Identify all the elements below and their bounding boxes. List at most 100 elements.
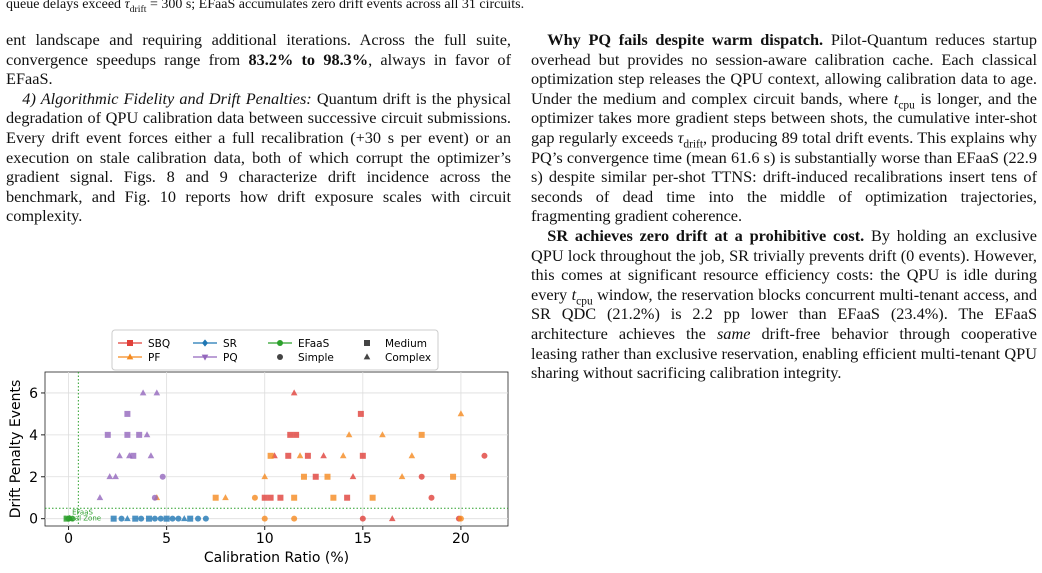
left-column: ent landscape and requiring additional i… [6, 30, 511, 226]
point [145, 515, 152, 522]
x-tick-label: 10 [256, 531, 274, 547]
point [267, 452, 274, 459]
text-run: cpu [576, 294, 593, 307]
point [139, 389, 147, 396]
point [357, 410, 364, 417]
legend-marker [202, 339, 208, 347]
point [136, 431, 143, 438]
point [457, 410, 465, 417]
text-run: t [893, 88, 899, 108]
point [291, 494, 298, 501]
point [180, 515, 188, 522]
ideal-zone-label: Ideal Zone [64, 515, 101, 523]
point [277, 494, 284, 501]
point [418, 431, 425, 438]
paragraph: SR achieves zero drift at a prohibitive … [531, 226, 1037, 383]
point [398, 473, 406, 480]
point [69, 515, 76, 522]
legend-label: EFaaS [298, 338, 330, 350]
legend-label: PF [148, 352, 160, 364]
legend-label: SBQ [148, 338, 170, 350]
text-run: Quantum drift is the physical degradatio… [6, 88, 511, 226]
text-run: Pilot-Quantum reduces startup overhead b… [531, 30, 1037, 108]
paragraph: 4) Algorithmic Fidelity and Drift Penalt… [6, 89, 511, 226]
point [293, 431, 300, 438]
point [187, 515, 194, 522]
point [147, 452, 155, 459]
point [112, 473, 119, 480]
text-run: drift [129, 3, 147, 15]
point [324, 473, 331, 480]
point [287, 431, 294, 438]
point [151, 494, 158, 501]
point [359, 452, 366, 459]
paragraph: Why PQ fails despite warm dispatch. Pilo… [531, 30, 1037, 226]
point [110, 515, 117, 522]
point [159, 473, 166, 480]
point [261, 515, 268, 522]
point [143, 431, 151, 438]
point [290, 389, 298, 396]
text-run: , producing 89 total drift events. This … [531, 127, 1037, 226]
point [124, 410, 131, 417]
point [450, 473, 457, 480]
point [388, 515, 396, 522]
point [261, 494, 268, 501]
point [157, 515, 164, 522]
ideal-zone-label: EFaaS [72, 509, 93, 517]
legend-marker [364, 340, 370, 346]
text-run: window, the reservation blocks concurren… [531, 284, 1037, 343]
text-run: ent landscape and requiring additional i… [6, 30, 511, 69]
legend-label: PQ [223, 352, 238, 364]
legend-label: Simple [298, 352, 334, 364]
point [408, 452, 416, 459]
header-line: queue delays exceed τdrift = 300 s; EFaa… [6, 0, 524, 15]
point [344, 494, 351, 501]
x-tick-label: 0 [64, 531, 73, 547]
legend-marker [127, 340, 133, 346]
legend-marker [363, 353, 371, 360]
x-tick-label: 5 [162, 531, 171, 547]
text-run: 4) Algorithmic Fidelity and Drift Penalt… [22, 88, 312, 108]
point [138, 515, 145, 522]
point [222, 494, 229, 501]
text-run: queue delays exceed [6, 0, 125, 12]
text-run: 83.2% to 98.3% [248, 49, 369, 69]
point [202, 515, 209, 522]
legend-marker [277, 354, 283, 360]
point [151, 515, 158, 522]
point [379, 431, 386, 438]
point [153, 389, 161, 396]
x-tick-label: 15 [354, 531, 372, 547]
point [118, 515, 125, 522]
point [96, 494, 104, 501]
point [124, 431, 131, 438]
text-run: τ [124, 0, 130, 12]
point [330, 494, 337, 501]
point [132, 515, 139, 522]
legend-label: Medium [385, 338, 427, 350]
text-run: , always in favor of EFaaS. [6, 49, 511, 89]
point [163, 515, 170, 522]
point [175, 515, 182, 522]
paragraph: ent landscape and requiring additional i… [6, 30, 511, 89]
text-run: same [716, 323, 751, 343]
y-tick-label: 2 [29, 470, 38, 486]
point [267, 494, 274, 501]
point [106, 473, 114, 480]
point [251, 494, 258, 501]
point [63, 515, 70, 522]
point [195, 515, 202, 522]
text-run: SR achieves zero drift at a prohibitive … [547, 225, 865, 245]
point [359, 515, 366, 522]
point [320, 452, 327, 459]
point [418, 473, 425, 480]
point [104, 431, 111, 438]
plot-area [44, 371, 509, 527]
legend-marker [277, 340, 283, 346]
point [296, 452, 304, 459]
point [116, 452, 123, 459]
text-run: τ [677, 127, 684, 147]
point [481, 452, 488, 459]
